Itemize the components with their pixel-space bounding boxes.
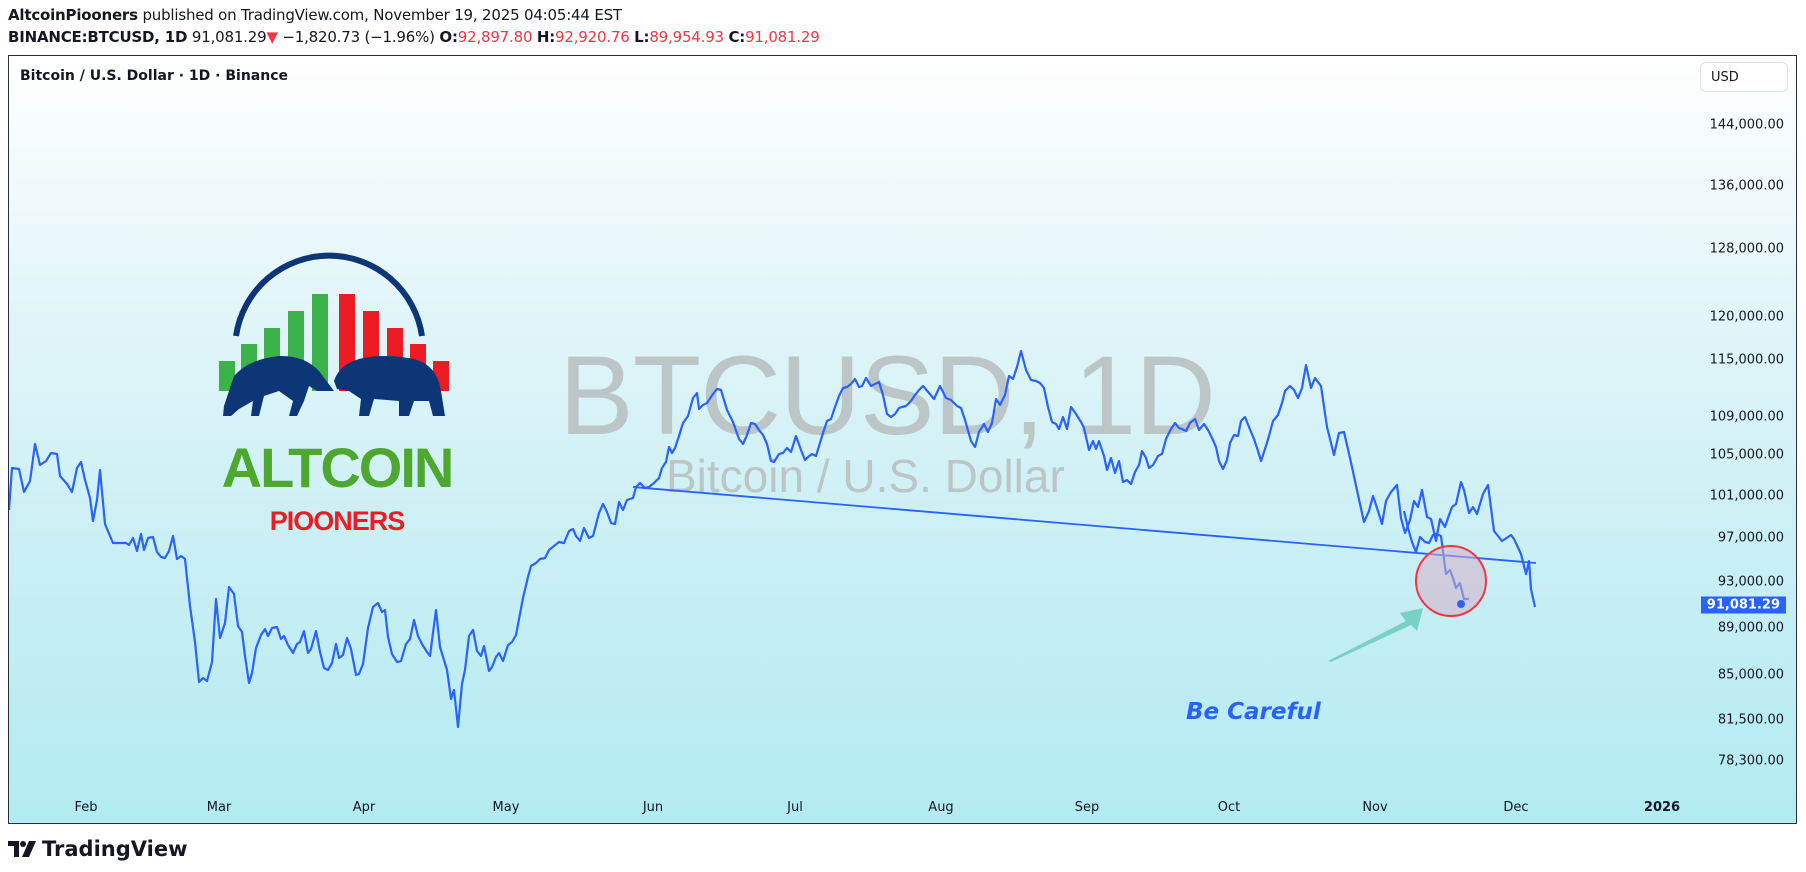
currency-button[interactable]: USD (1700, 62, 1788, 92)
time-tick: Dec (1503, 800, 1529, 815)
time-tick: Oct (1217, 800, 1241, 815)
publish-info: AltcoinPiooners published on TradingView… (8, 6, 622, 24)
price-line (9, 349, 1537, 729)
high-value: 92,920.76 (555, 28, 630, 46)
logo-text-altcoin: ALTCOIN (221, 436, 455, 499)
price-tick: 97,000.00 (1717, 530, 1784, 546)
tradingview-logo[interactable]: TradingView (8, 837, 187, 861)
price-tick: 81,500.00 (1717, 712, 1784, 728)
close-value: 91,081.29 (745, 28, 820, 46)
time-tick: Aug (928, 800, 954, 815)
chart-panel[interactable]: Bitcoin / U.S. Dollar · 1D · Binance USD… (8, 55, 1797, 824)
arrow-icon (1328, 608, 1423, 662)
price-chart-canvas[interactable] (9, 56, 1797, 824)
support-trendline (632, 486, 1537, 564)
down-triangle-icon: ▼ (266, 28, 278, 46)
price-tick: 115,000.00 (1709, 352, 1784, 368)
symbol-ohlc-line: BINANCE:BTCUSD, 1D 91,081.29▼ −1,820.73 … (8, 28, 820, 46)
chart-title: Bitcoin / U.S. Dollar · 1D · Binance (20, 68, 288, 84)
price-tick: 85,000.00 (1717, 667, 1784, 683)
tradingview-icon (8, 841, 36, 857)
price-tick: 78,300.00 (1717, 753, 1784, 769)
price-tick: 120,000.00 (1709, 309, 1784, 325)
low-label: L: (634, 28, 650, 46)
watermark-description: Bitcoin / U.S. Dollar (666, 450, 1065, 502)
price-tick: 105,000.00 (1709, 447, 1784, 463)
time-tick: Feb (74, 800, 98, 815)
time-tick: Nov (1362, 800, 1388, 815)
time-tick: Sep (1074, 800, 1100, 815)
price-tick: 136,000.00 (1709, 178, 1784, 194)
watermark-symbol: BTCUSD, 1D (559, 333, 1216, 458)
price-tick: 101,000.00 (1709, 488, 1784, 504)
price-tick: 128,000.00 (1709, 241, 1784, 257)
time-tick: Jun (642, 800, 664, 815)
price-change: −1,820.73 (−1.96%) (282, 28, 435, 46)
low-value: 89,954.93 (649, 28, 724, 46)
close-label: C: (728, 28, 746, 46)
author-name[interactable]: AltcoinPiooners (8, 6, 138, 24)
price-tick: 93,000.00 (1717, 574, 1784, 590)
open-label: O: (439, 28, 458, 46)
tradingview-wordmark: TradingView (42, 837, 188, 861)
logo-text-piooners: PIOONERS (269, 506, 406, 536)
symbol-label: BINANCE:BTCUSD, 1D (8, 28, 188, 46)
open-value: 92,897.80 (457, 28, 533, 46)
high-label: H: (536, 28, 556, 46)
time-tick: Mar (206, 800, 232, 815)
time-tick: 2026 (1643, 800, 1681, 815)
altcoin-piooners-logo: ALTCOIN PIOONERS (209, 241, 469, 551)
price-tick: 144,000.00 (1709, 117, 1784, 133)
highlight-circle (1415, 545, 1487, 617)
last-price: 91,081.29 (191, 28, 267, 46)
publish-text: published on TradingView.com, November 1… (137, 6, 622, 24)
annotation-be-careful[interactable]: Be Careful (1186, 699, 1321, 725)
price-tick: 109,000.00 (1709, 409, 1784, 425)
bull-bear-chart-icon (219, 252, 449, 416)
time-tick: Jul (787, 800, 803, 815)
last-point-dot (1457, 600, 1465, 608)
time-tick: May (492, 800, 520, 815)
price-tick: 89,000.00 (1717, 620, 1784, 636)
last-price-label: 91,081.29 (1700, 596, 1786, 614)
time-tick: Apr (352, 800, 376, 815)
